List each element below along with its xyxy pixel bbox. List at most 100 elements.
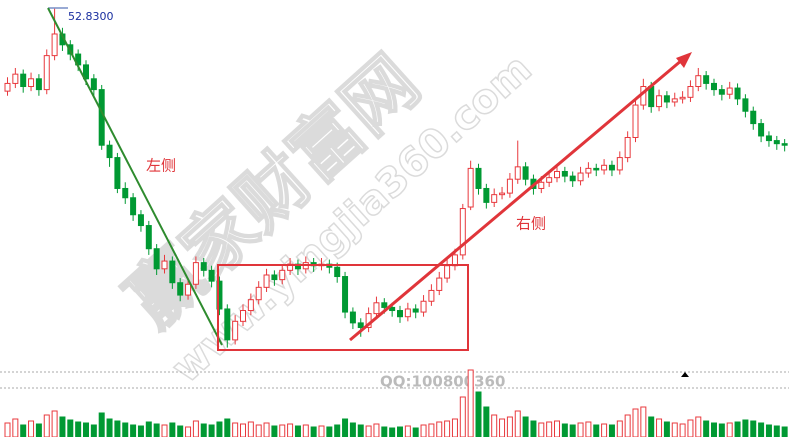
volume-bar	[247, 421, 254, 437]
right-label: 右侧	[516, 215, 546, 233]
candle-body	[83, 64, 89, 80]
candle-body	[12, 73, 19, 84]
volume-bar	[420, 424, 427, 437]
candle-body	[601, 164, 608, 171]
volume-bar	[28, 420, 35, 437]
volume-bar	[695, 416, 702, 437]
peak-label: 52.8300	[68, 10, 114, 23]
candle-body	[546, 177, 553, 183]
volume-bar	[365, 425, 372, 437]
candle-body	[671, 98, 678, 103]
volume-bar	[357, 424, 364, 437]
volume-bar	[538, 422, 545, 437]
volume-bar	[389, 427, 396, 437]
candle-body	[4, 82, 11, 92]
volume-bar	[381, 426, 388, 437]
watermark-qq: QQ:100800360	[380, 373, 505, 391]
volume-bar	[671, 422, 678, 437]
down-trend-line	[47, 7, 223, 346]
candle-body	[349, 311, 356, 324]
candle-body	[122, 187, 129, 199]
volume-bar	[530, 420, 537, 437]
volume-bar	[302, 424, 309, 437]
volume-bar	[342, 418, 349, 437]
candle-body	[137, 214, 144, 227]
candle-body	[28, 78, 35, 88]
volume-bar	[663, 421, 670, 437]
volume-bar	[412, 427, 419, 437]
volume-bar	[216, 421, 223, 437]
candle-body	[412, 308, 419, 313]
candle-body	[342, 276, 349, 313]
volume-bar	[608, 424, 615, 437]
volume-bar	[428, 423, 435, 437]
volume-bar	[240, 423, 246, 437]
volume-bar	[656, 418, 663, 437]
candle-body	[232, 320, 239, 341]
arrow-head	[676, 52, 692, 68]
candle-body	[192, 262, 199, 285]
volume-bar	[569, 424, 576, 437]
candle-body	[161, 260, 168, 270]
candle-body	[130, 197, 137, 216]
volume-bar	[83, 422, 89, 437]
volume-bar	[514, 410, 521, 437]
candle-body	[687, 86, 694, 98]
volume-bar	[499, 418, 506, 437]
volume-bar	[585, 421, 592, 437]
candle-body	[750, 110, 757, 125]
candle-body	[561, 170, 568, 177]
candle-body	[145, 225, 152, 250]
candle-body	[679, 96, 686, 100]
candle-body	[711, 82, 717, 91]
volume-bar	[506, 416, 513, 437]
volume-bar	[318, 425, 325, 437]
consolidation-box	[217, 264, 469, 351]
volume-bar	[192, 420, 199, 437]
volume-bar	[255, 424, 262, 437]
volume-bar	[137, 425, 144, 437]
volume-bar	[397, 426, 403, 437]
volume-bar	[765, 424, 772, 437]
volume-bar	[522, 416, 529, 437]
volume-bar	[106, 418, 113, 437]
candle-body	[648, 86, 655, 108]
candle-body	[389, 306, 396, 312]
candle-body	[569, 175, 576, 182]
candle-body	[499, 192, 506, 196]
volume-bar	[436, 421, 443, 437]
volume-bar	[326, 426, 333, 437]
volume-bar	[287, 423, 294, 437]
volume-bar	[373, 423, 380, 437]
volume-bar	[718, 423, 725, 437]
volume-bar	[773, 425, 780, 437]
candle-body	[404, 308, 411, 318]
candle-body	[106, 144, 113, 159]
candle-body	[185, 283, 192, 296]
candle-body	[255, 286, 262, 301]
candle-body	[263, 274, 270, 288]
candle-body	[475, 167, 482, 189]
candle-body	[428, 289, 435, 302]
volume-bar	[114, 420, 121, 437]
candle-body	[726, 87, 733, 95]
candle-body	[554, 170, 560, 179]
candle-body	[593, 167, 600, 171]
volume-bar	[169, 422, 176, 437]
volume-bar	[208, 424, 215, 437]
volume-bar	[263, 422, 270, 437]
volume-bar	[726, 422, 733, 437]
candle-body	[577, 172, 584, 182]
candle-body	[114, 157, 121, 189]
candle-body	[397, 310, 403, 318]
volume-bar	[4, 422, 11, 437]
candle-body	[381, 302, 388, 308]
candle-body	[357, 322, 364, 329]
candle-body	[632, 104, 639, 138]
volume-bar	[467, 369, 474, 437]
candle-body	[20, 73, 27, 88]
volume-bar	[122, 422, 129, 437]
volume-bar	[734, 421, 741, 437]
candle-body	[200, 262, 207, 271]
